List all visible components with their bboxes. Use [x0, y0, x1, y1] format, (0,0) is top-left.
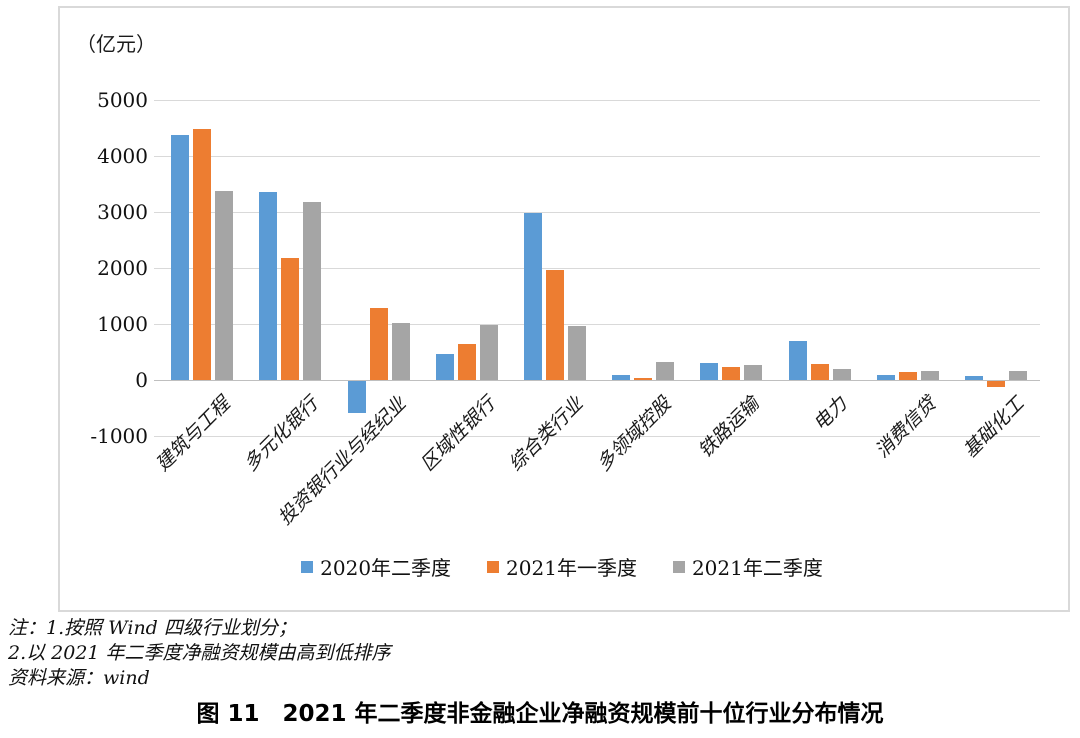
bar — [898, 371, 917, 380]
legend-swatch-icon — [301, 560, 314, 573]
notes: 注：1.按照 Wind 四级行业划分； 2.以 2021 年二季度净融资规模由高到… — [8, 616, 391, 691]
bar — [303, 201, 322, 380]
bar — [391, 322, 410, 380]
legend-label: 2021年一季度 — [506, 556, 637, 580]
legend: 2020年二季度 2021年一季度 2021年二季度 — [58, 552, 1066, 581]
note-line: 注：1.按照 Wind 四级行业划分； — [8, 617, 297, 639]
bar — [215, 191, 234, 380]
legend-label: 2020年二季度 — [320, 556, 452, 580]
y-axis-tick-label: 2000 — [97, 256, 148, 280]
bar — [457, 344, 476, 380]
bar — [281, 258, 300, 380]
bar — [920, 371, 939, 380]
y-axis-tick-label: -1000 — [90, 424, 148, 448]
y-axis-tick-label: 5000 — [97, 88, 148, 112]
bar — [259, 192, 278, 380]
bar — [656, 362, 675, 380]
gridline — [154, 156, 1040, 157]
y-axis-tick-label: 0 — [135, 368, 148, 392]
y-axis-tick-label: 4000 — [97, 144, 148, 168]
bar — [986, 381, 1005, 388]
bar — [193, 128, 212, 380]
bar — [832, 368, 851, 380]
legend-label: 2021年二季度 — [691, 556, 823, 580]
bar — [788, 340, 807, 380]
bar — [876, 374, 895, 380]
legend-swatch-icon — [487, 560, 500, 573]
gridline — [154, 436, 1040, 437]
bar — [523, 213, 542, 380]
y-axis-tick-label: 3000 — [97, 200, 148, 224]
legend-item: 2020年二季度 — [301, 552, 451, 581]
gridline — [154, 324, 1040, 325]
unit-label: （亿元） — [76, 32, 156, 56]
gridline — [154, 100, 1040, 101]
bar — [1008, 371, 1027, 380]
bar — [545, 270, 564, 380]
gridline — [154, 268, 1040, 269]
bar — [347, 381, 366, 413]
legend-item: 2021年一季度 — [487, 552, 637, 581]
bar — [369, 307, 388, 380]
bar — [634, 378, 653, 380]
figure-caption: 图 11 2021 年二季度非金融企业净融资规模前十位行业分布情况 — [196, 701, 884, 727]
note-line: 资料来源：wind — [8, 667, 150, 689]
bar — [810, 363, 829, 380]
y-axis-tick-label: 1000 — [97, 312, 148, 336]
legend-item: 2021年二季度 — [672, 552, 823, 581]
bar — [722, 367, 741, 380]
bar — [700, 363, 719, 380]
bar — [479, 324, 498, 380]
bar — [612, 374, 631, 380]
legend-swatch-icon — [672, 560, 685, 573]
gridline — [154, 212, 1040, 213]
bar — [567, 325, 586, 380]
bar — [744, 364, 763, 380]
bar — [435, 354, 454, 380]
zero-axis-line — [154, 380, 1040, 381]
bar — [964, 375, 983, 380]
note-line: 2.以 2021 年二季度净融资规模由高到低排序 — [8, 642, 391, 664]
bar — [171, 134, 190, 380]
